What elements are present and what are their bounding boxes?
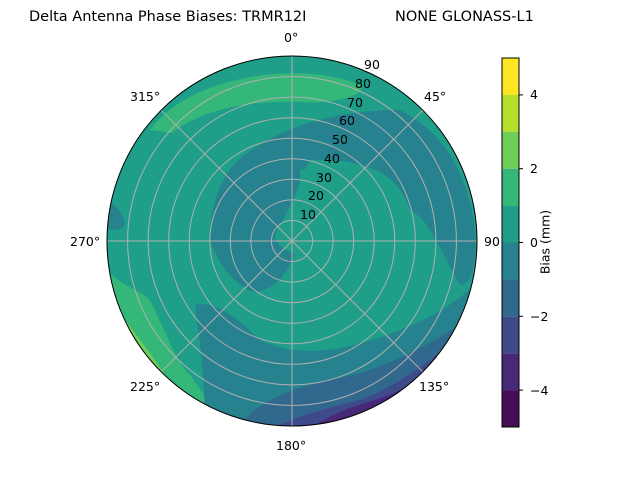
radial-label-90: 90 [364,57,380,72]
radial-label-10: 10 [300,207,316,222]
polar-frame [106,55,478,427]
radial-label-40: 40 [324,151,340,166]
angular-gridlines [107,56,477,426]
angle-label-225: 225° [130,379,161,394]
colorbar-label: Bias (mm) [537,209,553,275]
chart-title-left: Delta Antenna Phase Biases: TRMR12I [29,9,307,25]
angle-label-45: 45° [424,89,447,104]
angle-label-270: 270° [70,234,101,249]
angle-label-0: 0° [284,30,299,45]
angle-label-315: 315° [130,89,161,104]
radial-label-30: 30 [316,170,332,185]
colorbar-tick-2: 2 [530,161,538,176]
chart-title-right: NONE GLONASS-L1 [395,9,534,25]
angle-label-90: 90 [484,234,500,249]
radial-label-70: 70 [347,95,363,110]
radial-label-60: 60 [339,113,355,128]
radial-label-80: 80 [355,76,371,91]
colorbar-tick-neg4: −4 [530,383,549,398]
colorbar-tick-4: 4 [530,87,538,102]
angle-label-180: 180° [276,438,307,453]
radial-label-50: 50 [332,132,348,147]
radial-label-20: 20 [308,188,324,203]
colorbar-tick-neg2: −2 [530,309,549,324]
colorbar [501,57,523,428]
colorbar-tick-0: 0 [530,235,538,250]
angle-label-135: 135° [419,379,450,394]
